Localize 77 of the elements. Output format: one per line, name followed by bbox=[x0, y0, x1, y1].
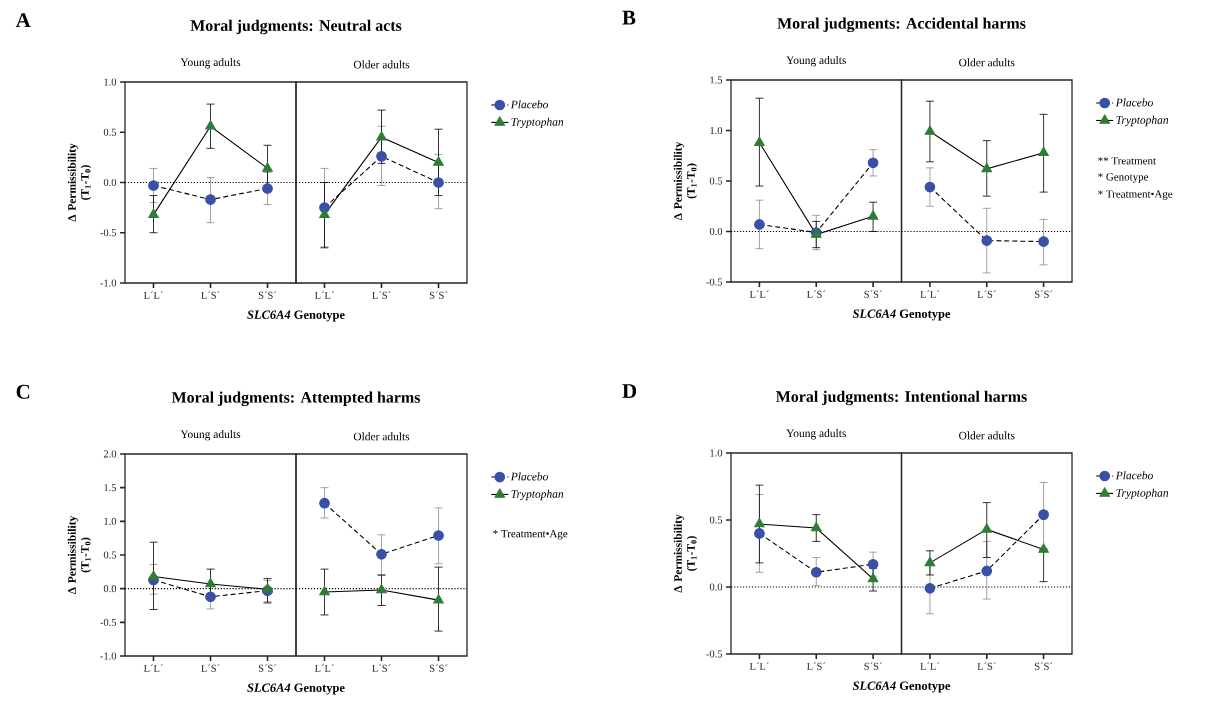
x-tick-label: L´S´ bbox=[806, 290, 826, 298]
chart-title: Moral judgments: Accidental harms bbox=[777, 17, 1026, 33]
x-tick-label: S´S´ bbox=[1035, 290, 1053, 298]
x-tick-label: L´L´ bbox=[920, 290, 940, 298]
chart-title: Moral judgments: Attempted harms bbox=[171, 391, 420, 407]
y-tick-label: 0.5 bbox=[103, 128, 117, 136]
legend-label: Placebo bbox=[510, 472, 549, 481]
x-tick-label: S´S´ bbox=[429, 291, 448, 299]
y-tick-label: 1.5 bbox=[104, 484, 117, 492]
y-tick-label: -1.0 bbox=[100, 652, 117, 660]
x-tick-label: L´L´ bbox=[749, 290, 769, 298]
legend-label: Tryptophan bbox=[1116, 115, 1169, 127]
text: A bbox=[15, 13, 31, 27]
x-tick-label: L´L´ bbox=[314, 664, 334, 672]
x-tick-label: S´S´ bbox=[864, 662, 882, 670]
y-tick-label: -0.5 bbox=[706, 278, 723, 286]
x-tick-label: S´S´ bbox=[258, 664, 277, 672]
chart-subtitle: Young adults bbox=[786, 429, 846, 440]
x-tick-label: L´S´ bbox=[806, 662, 826, 670]
chart-subtitle: Older adults bbox=[353, 432, 410, 441]
y-tick-label: -1.0 bbox=[100, 279, 117, 287]
chart-subtitle: Young adults bbox=[786, 55, 846, 67]
y-tick-label: 1.5 bbox=[710, 76, 723, 84]
legend-label: Placebo bbox=[1115, 471, 1153, 480]
x-axis-title: SLC6A4 Genotype bbox=[247, 683, 345, 695]
y-tick-label: 0.5 bbox=[709, 177, 723, 185]
x-tick-label: L´S´ bbox=[201, 664, 220, 672]
x-tick-label: L´S´ bbox=[977, 662, 996, 670]
y-tick-label: 2.0 bbox=[103, 450, 117, 458]
legend-label: Tryptophan bbox=[511, 117, 564, 129]
x-tick-label: L´S´ bbox=[372, 291, 391, 299]
y-tick-label: -0.5 bbox=[100, 229, 117, 237]
text: D bbox=[622, 384, 637, 398]
chart-title: Moral judgments: Intentional harms bbox=[776, 390, 1027, 406]
x-tick-label: L´L´ bbox=[143, 291, 163, 299]
text: * Genotype bbox=[1098, 173, 1149, 183]
y-tick-label: 0.5 bbox=[103, 551, 117, 559]
x-tick-label: L´L´ bbox=[749, 662, 769, 670]
y-tick-label: 1.0 bbox=[710, 126, 723, 135]
legend-label: Placebo bbox=[510, 100, 549, 109]
chart-subtitle: Young adults bbox=[180, 429, 241, 441]
text: * Treatment•Age bbox=[493, 530, 568, 540]
y-tick-label: 1.0 bbox=[104, 517, 117, 525]
x-tick-label: S´S´ bbox=[258, 291, 277, 299]
legend-label: Placebo bbox=[1115, 98, 1153, 107]
text: B bbox=[622, 10, 636, 25]
text: C bbox=[16, 384, 30, 399]
x-axis-title: SLC6A4 Genotype bbox=[247, 310, 345, 322]
y-tick-label: 0.5 bbox=[709, 516, 723, 524]
y-tick-label: 0.0 bbox=[709, 227, 723, 236]
y-tick-label: 0.0 bbox=[103, 178, 117, 187]
x-tick-label: S´S´ bbox=[864, 290, 882, 298]
y-tick-label: 1.0 bbox=[710, 449, 723, 457]
x-tick-label: L´L´ bbox=[314, 291, 334, 299]
x-tick-label: L´S´ bbox=[372, 664, 391, 672]
y-tick-label: -0.5 bbox=[100, 618, 117, 626]
x-tick-label: L´L´ bbox=[143, 664, 163, 672]
x-tick-label: L´L´ bbox=[920, 662, 940, 670]
y-tick-label: 0.0 bbox=[103, 585, 117, 593]
x-tick-label: S´S´ bbox=[1035, 662, 1053, 670]
x-tick-label: S´S´ bbox=[429, 664, 448, 672]
text: ** Treatment bbox=[1098, 157, 1156, 165]
x-tick-label: L´S´ bbox=[977, 290, 996, 298]
chart-subtitle: Older adults bbox=[353, 60, 410, 69]
chart-subtitle: Older adults bbox=[959, 58, 1015, 67]
text: * Treatment•Age bbox=[1098, 190, 1173, 200]
legend-label: Tryptophan bbox=[1116, 488, 1169, 500]
y-tick-label: 1.0 bbox=[104, 78, 117, 86]
x-axis-title: SLC6A4 Genotype bbox=[852, 681, 951, 693]
chart-title: Moral judgments: Neutral acts bbox=[190, 19, 402, 35]
chart-subtitle: Young adults bbox=[180, 58, 241, 69]
chart-subtitle: Older adults bbox=[959, 431, 1015, 440]
x-tick-label: L´S´ bbox=[201, 291, 220, 299]
x-axis-title: SLC6A4 Genotype bbox=[852, 309, 951, 321]
legend-label: Tryptophan bbox=[511, 489, 564, 501]
y-tick-label: 0.0 bbox=[709, 583, 723, 591]
y-tick-label: -0.5 bbox=[706, 650, 723, 658]
